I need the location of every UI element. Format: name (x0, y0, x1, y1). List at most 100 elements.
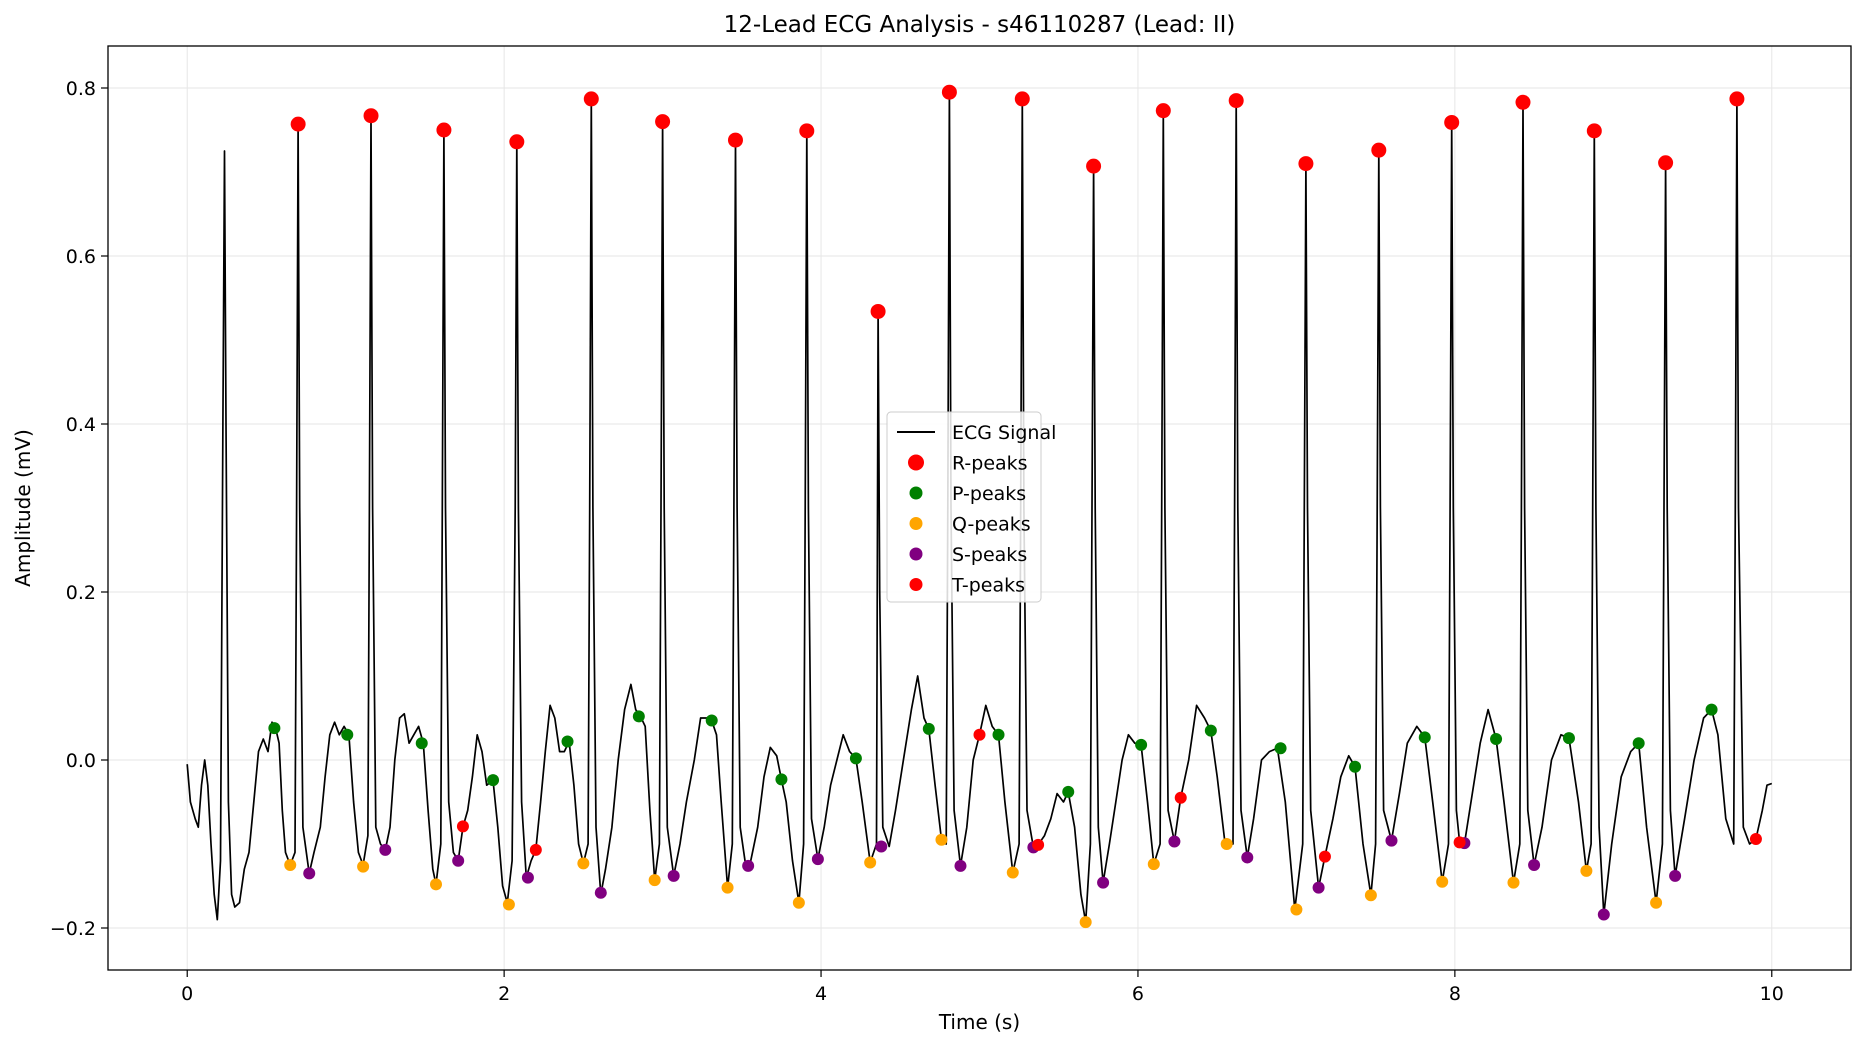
p-peaks-point (705, 714, 718, 727)
p-peaks-point (268, 722, 281, 735)
r-peaks-point (1586, 123, 1602, 139)
r-peaks-point (1371, 142, 1387, 158)
r-peaks-point (509, 134, 525, 150)
legend-swatch-marker (909, 486, 923, 500)
s-peaks-point (742, 859, 755, 872)
t-peaks-point (1032, 838, 1045, 851)
s-peaks-point (667, 869, 680, 882)
q-peaks-point (284, 859, 297, 871)
r-peaks-point (727, 132, 743, 148)
q-peaks-markers (284, 833, 1663, 929)
r-peaks-point (583, 91, 599, 107)
legend-swatch-marker (908, 454, 924, 471)
s-peaks-point (379, 843, 392, 856)
p-peaks-point (561, 735, 574, 748)
chart-title: 12-Lead ECG Analysis - s46110287 (Lead: … (724, 12, 1236, 38)
r-peaks-point (799, 123, 815, 139)
s-peaks-point (1097, 876, 1110, 889)
r-peaks-point (1155, 103, 1171, 119)
legend: ECG Signal R-peaks P-peaks Q-peaks S-peaks T-… (886, 411, 1056, 603)
p-peaks-point (487, 774, 500, 787)
q-peaks-point (1079, 916, 1092, 929)
r-peaks-point (1014, 91, 1030, 107)
p-peaks-point (1562, 732, 1575, 745)
p-peaks-point (1349, 760, 1362, 773)
y-axis-title: Amplitude (mV) (11, 429, 35, 587)
r-peaks-point (1444, 114, 1460, 130)
q-peaks-point (935, 833, 948, 846)
s-peaks-markers (303, 834, 1682, 921)
q-peaks-point (577, 857, 590, 870)
s-peaks-point (1312, 881, 1325, 894)
legend-box (886, 411, 1042, 603)
t-peaks-point (973, 728, 986, 741)
s-peaks-point (875, 840, 888, 853)
p-peaks-point (341, 728, 354, 741)
r-peaks-point (1515, 94, 1531, 110)
legend-label: ECG Signal (952, 422, 1056, 444)
p-peaks-point (1204, 724, 1217, 737)
x-axis-title: Time (s) (938, 1010, 1020, 1034)
x-tick-label: 8 (1449, 983, 1461, 1005)
q-peaks-point (1436, 875, 1449, 888)
p-peaks-point (992, 728, 1005, 741)
legend-swatch-marker (909, 517, 923, 530)
legend-label: Q-peaks (952, 514, 1031, 536)
p-peaks-point (632, 710, 645, 723)
legend-label: T-peaks (951, 575, 1025, 597)
t-peaks-point (456, 820, 469, 833)
legend-label: R-peaks (952, 453, 1028, 475)
y-tick-label: 0.8 (66, 78, 96, 100)
r-peaks-point (436, 122, 452, 138)
legend-label: P-peaks (952, 483, 1026, 505)
q-peaks-point (430, 878, 443, 891)
q-peaks-point (1147, 858, 1160, 871)
p-peaks-point (1135, 738, 1148, 751)
q-peaks-point (1580, 864, 1593, 877)
r-peaks-point (1729, 91, 1745, 107)
r-peaks-point (290, 116, 306, 132)
s-peaks-point (1528, 859, 1541, 871)
r-peaks-point (941, 84, 957, 100)
y-tick-label: 0.2 (66, 582, 96, 604)
s-peaks-point (954, 859, 967, 872)
r-peaks-point (870, 303, 886, 319)
q-peaks-point (792, 896, 805, 909)
s-peaks-point (1669, 869, 1682, 882)
q-peaks-point (648, 874, 661, 887)
r-peaks-point (363, 108, 379, 124)
p-peaks-point (1418, 731, 1431, 744)
ecg-signal-line (186, 91, 1773, 923)
t-peaks-markers (456, 728, 1762, 863)
p-peaks-point (415, 737, 428, 750)
t-peaks-point (1318, 850, 1331, 863)
y-tick-label: 0.6 (66, 246, 96, 268)
p-peaks-point (849, 752, 862, 765)
legend-label: S-peaks (952, 544, 1027, 566)
r-peaks-point (655, 114, 671, 130)
r-peaks-point (1086, 158, 1102, 174)
t-peaks-point (1749, 832, 1762, 845)
s-peaks-point (1168, 835, 1181, 848)
q-peaks-point (1507, 876, 1520, 889)
q-peaks-point (1220, 838, 1233, 850)
q-peaks-point (357, 860, 370, 873)
plot-area (186, 84, 1773, 929)
s-peaks-point (303, 867, 316, 880)
axes: 0 2 4 6 8 10 −0.2 0.0 0.2 0.4 0.6 0.8 (50, 78, 1784, 1005)
s-peaks-point (594, 886, 607, 899)
x-tick-label: 6 (1132, 983, 1144, 1005)
p-peaks-markers (268, 703, 1718, 798)
t-peaks-point (529, 843, 542, 856)
p-peaks-point (922, 722, 935, 735)
q-peaks-point (864, 856, 877, 869)
r-peaks-point (1228, 93, 1244, 109)
p-peaks-point (775, 773, 788, 786)
x-tick-label: 2 (498, 983, 510, 1005)
s-peaks-point (1385, 834, 1398, 847)
y-tick-label: 0.0 (66, 750, 96, 772)
plot-frame (107, 45, 1852, 971)
s-peaks-point (1597, 908, 1610, 921)
s-peaks-point (811, 853, 824, 866)
